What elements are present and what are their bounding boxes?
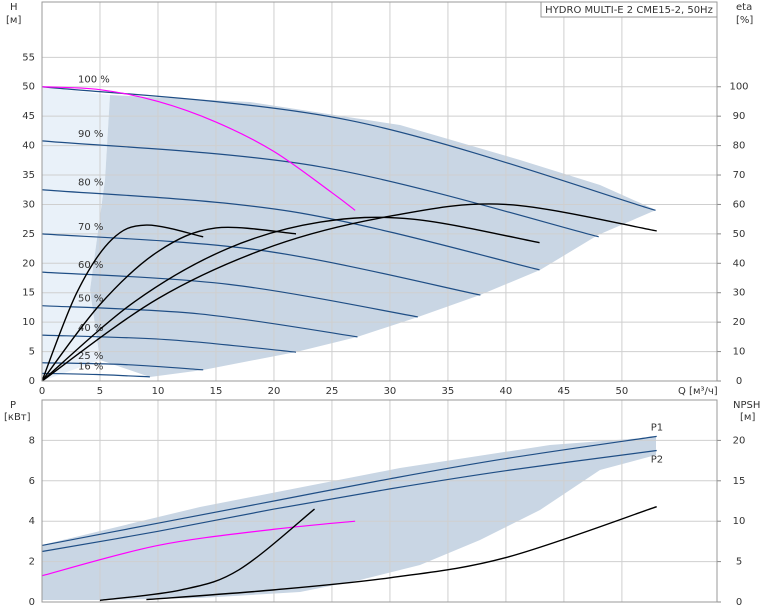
curve: [41, 189, 540, 271]
y2-label: eta: [736, 2, 752, 13]
curve: [41, 226, 297, 382]
x-tick-label: 15: [210, 386, 223, 397]
x-tick-label: 40: [500, 386, 513, 397]
y-tick-label: 2: [29, 557, 35, 568]
y-tick-label: 15: [22, 288, 35, 299]
y-tick-label: 8: [29, 435, 35, 446]
curve: [41, 449, 657, 553]
y2-tick-label: 50: [733, 229, 746, 240]
curve: [146, 505, 657, 601]
curve-label: 60 %: [78, 260, 103, 271]
y2-tick-label: 70: [733, 170, 746, 181]
curve: [41, 216, 540, 382]
curve-label: 90 %: [78, 129, 103, 140]
y-tick-label: 25: [22, 229, 35, 240]
y2-tick-label: 60: [733, 199, 746, 210]
x-tick-label: 5: [97, 386, 103, 397]
y-tick-label: 50: [22, 82, 35, 93]
y2-tick-label: 10: [733, 347, 746, 358]
plot-frame: [41, 1, 718, 382]
x-tick-label: 20: [268, 386, 281, 397]
y2-tick-label: 10: [733, 516, 746, 527]
y2-unit: [%]: [736, 15, 753, 26]
y2-tick-label: 0: [736, 376, 742, 387]
curve-label: 16 %: [78, 361, 103, 372]
x-label: Q [м³/ч]: [678, 386, 718, 397]
curve: [41, 305, 358, 338]
y-tick-label: 0: [29, 597, 35, 608]
y-tick-label: 30: [22, 199, 35, 210]
y-tick-label: 5: [29, 347, 35, 358]
chart-title: HYDRO MULTI-E 2 CME15-2, 50Hz: [545, 5, 713, 16]
y2-tick-label: 90: [733, 111, 746, 122]
x-tick-label: 50: [616, 386, 629, 397]
x-tick-label: 0: [39, 386, 45, 397]
y-unit: [м]: [6, 15, 21, 26]
y-tick-label: 40: [22, 141, 35, 152]
curve: [41, 140, 599, 238]
y-tick-label: 55: [22, 52, 35, 63]
y-label: H: [10, 2, 18, 13]
x-tick-label: 35: [442, 386, 455, 397]
y2-tick-label: 5: [736, 557, 742, 568]
y-unit: [кВт]: [4, 412, 31, 423]
x-tick-label: 10: [152, 386, 165, 397]
y-tick-label: 0: [29, 376, 35, 387]
curve: [41, 362, 204, 371]
curve-label: 80 %: [78, 178, 103, 189]
curve: [41, 203, 657, 382]
curve-label: 40 %: [78, 323, 103, 334]
curve: [41, 86, 356, 211]
power-region: [42, 437, 656, 600]
y2-tick-label: 20: [733, 435, 746, 446]
y-label: P: [10, 400, 16, 411]
curve: [99, 508, 315, 602]
curve: [41, 520, 356, 577]
x-tick-label: 25: [326, 386, 339, 397]
y2-tick-label: 100: [729, 82, 748, 93]
y-tick-label: 4: [29, 516, 35, 527]
x-tick-label: 30: [384, 386, 397, 397]
curve-label: 100 %: [78, 75, 110, 86]
y-tick-label: 45: [22, 111, 35, 122]
curve: [41, 86, 656, 211]
curve: [41, 334, 297, 353]
title-box: [540, 1, 718, 18]
y2-unit: [м]: [740, 412, 755, 423]
y2-tick-label: 15: [733, 476, 746, 487]
y2-tick-label: 30: [733, 288, 746, 299]
y-tick-label: 6: [29, 476, 35, 487]
curve-label: P2: [651, 455, 663, 466]
y-tick-label: 35: [22, 170, 35, 181]
y2-tick-label: 0: [736, 597, 742, 608]
curve: [41, 435, 657, 547]
curve-label: 70 %: [78, 222, 103, 233]
curve: [41, 224, 204, 382]
curve-label: 50 %: [78, 294, 103, 305]
curve-label: 25 %: [78, 351, 103, 362]
curve-label: P1: [651, 422, 663, 433]
y-tick-label: 20: [22, 258, 35, 269]
y-tick-label: 10: [22, 317, 35, 328]
y2-label: NPSH: [733, 400, 760, 411]
curve: [41, 372, 150, 378]
x-tick-label: 45: [558, 386, 571, 397]
y2-tick-label: 20: [733, 317, 746, 328]
plot-frame: [41, 399, 718, 603]
y2-tick-label: 40: [733, 258, 746, 269]
y2-tick-label: 80: [733, 141, 746, 152]
